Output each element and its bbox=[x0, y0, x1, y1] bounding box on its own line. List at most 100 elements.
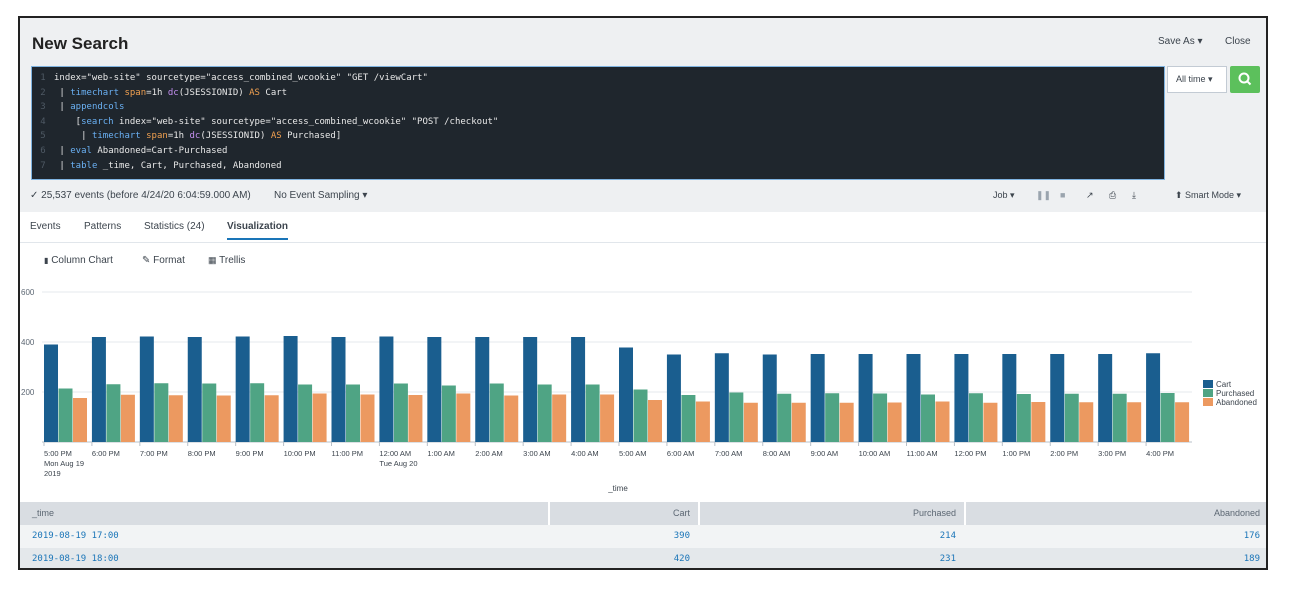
cell-abandoned[interactable]: 189 bbox=[1243, 554, 1260, 564]
bar-cart bbox=[235, 336, 250, 442]
x-tick-label: 1:00 PM bbox=[1002, 449, 1030, 458]
search-query-editor[interactable]: 1 index="web-site" sourcetype="access_com… bbox=[31, 66, 1165, 180]
tab-statistics[interactable]: Statistics (24) bbox=[144, 221, 205, 232]
bar-cart bbox=[714, 353, 729, 442]
query-token: dc bbox=[167, 87, 179, 98]
bar-abandoned bbox=[791, 402, 806, 442]
cell-cart[interactable]: 420 bbox=[673, 554, 690, 564]
cell-time[interactable]: 2019-08-19 18:00 bbox=[32, 554, 119, 564]
line-number: 1 bbox=[40, 73, 46, 83]
stop-icon[interactable]: ■ bbox=[1060, 190, 1066, 200]
query-token: dc bbox=[189, 131, 201, 142]
legend-swatch bbox=[1203, 389, 1213, 397]
bar-abandoned bbox=[983, 402, 998, 442]
bar-purchased bbox=[298, 384, 313, 442]
cell-purchased[interactable]: 231 bbox=[939, 554, 956, 564]
cell-time[interactable]: 2019-08-19 17:00 bbox=[32, 531, 119, 541]
x-tick-label: 1:00 AM bbox=[427, 449, 455, 458]
col-header-cart[interactable]: Cart bbox=[672, 508, 690, 518]
bar-purchased bbox=[729, 392, 744, 442]
y-tick-label: 200 bbox=[21, 388, 35, 397]
query-token: Cart bbox=[259, 87, 288, 98]
x-tick-sublabel: Tue Aug 20 bbox=[379, 459, 417, 468]
bar-cart bbox=[619, 347, 633, 442]
bar-cart bbox=[762, 354, 777, 442]
bar-cart bbox=[187, 337, 202, 442]
bar-abandoned bbox=[1175, 402, 1190, 442]
query-line[interactable]: 6 | eval Abandoned=Cart-Purchased bbox=[32, 144, 227, 158]
pause-icon[interactable]: ❚❚ bbox=[1036, 190, 1052, 200]
job-menu[interactable]: Job ▾ bbox=[993, 190, 1015, 200]
print-icon[interactable]: ⎙ bbox=[1109, 190, 1117, 200]
bar-purchased bbox=[489, 383, 504, 442]
export-icon[interactable]: ⤓ bbox=[1132, 190, 1136, 200]
bar-purchased bbox=[250, 383, 265, 442]
bar-cart bbox=[331, 337, 346, 442]
grid-icon: ▦ bbox=[208, 255, 217, 265]
query-token: | bbox=[54, 87, 71, 98]
cell-purchased[interactable]: 214 bbox=[939, 531, 956, 541]
event-sampling-dropdown[interactable]: No Event Sampling ▾ bbox=[274, 190, 368, 201]
x-tick-label: 6:00 PM bbox=[92, 449, 120, 458]
bar-chart-icon: ▮ bbox=[44, 256, 49, 265]
x-tick-label: 3:00 PM bbox=[1098, 449, 1126, 458]
bar-cart bbox=[523, 337, 538, 442]
bar-purchased bbox=[202, 383, 217, 442]
search-button[interactable] bbox=[1230, 66, 1260, 93]
legend-label: Cart bbox=[1216, 380, 1232, 389]
query-line[interactable]: 4 [search index="web-site" sourcetype="a… bbox=[32, 115, 498, 129]
bar-abandoned bbox=[408, 395, 423, 442]
close-button[interactable]: Close bbox=[1225, 36, 1251, 47]
bar-cart bbox=[283, 336, 298, 442]
query-token: AS bbox=[249, 87, 260, 98]
bar-purchased bbox=[968, 393, 983, 442]
tab-events[interactable]: Events bbox=[30, 221, 61, 232]
bar-purchased bbox=[393, 383, 408, 442]
bar-abandoned bbox=[312, 393, 327, 442]
save-as-button[interactable]: Save As ▾ bbox=[1158, 36, 1203, 47]
share-icon[interactable]: ↗ bbox=[1086, 190, 1094, 200]
column-chart-button[interactable]: ▮ Column Chart bbox=[44, 255, 113, 266]
bar-purchased bbox=[1112, 393, 1127, 442]
col-header-purchased[interactable]: Purchased bbox=[912, 508, 956, 518]
bar-purchased bbox=[1016, 394, 1031, 442]
col-header-time[interactable]: _time bbox=[32, 508, 55, 518]
line-number: 5 bbox=[40, 131, 46, 142]
query-line[interactable]: 2 | timechart span=1h dc(JSESSIONID) AS … bbox=[32, 86, 287, 100]
tab-visualization[interactable]: Visualization bbox=[227, 221, 288, 240]
x-tick-label: 9:00 AM bbox=[811, 449, 839, 458]
query-token: table bbox=[70, 160, 98, 171]
cell-abandoned[interactable]: 176 bbox=[1243, 531, 1260, 541]
query-token: | bbox=[54, 146, 71, 156]
query-line[interactable]: 3 | appendcols bbox=[32, 100, 124, 114]
bar-purchased bbox=[154, 383, 169, 442]
query-line[interactable]: 1 index="web-site" sourcetype="access_com… bbox=[32, 71, 428, 85]
bar-cart bbox=[1002, 354, 1017, 442]
query-line[interactable]: 7 | table _time, Cart, Purchased, Abando… bbox=[32, 159, 281, 173]
x-tick-label: 12:00 AM bbox=[379, 449, 411, 458]
trellis-button[interactable]: ▦ Trellis bbox=[208, 255, 245, 266]
query-line[interactable]: 5 | timechart span=1h dc(JSESSIONID) AS … bbox=[32, 129, 341, 143]
column-chart: 600 400 200 5:00 PM Mon Aug 19 2019 6:00 PM 7:0… bbox=[20, 280, 1266, 507]
query-token: (JSESSIONID) bbox=[200, 131, 271, 142]
x-tick-label: 10:00 AM bbox=[859, 449, 891, 458]
tab-patterns[interactable]: Patterns bbox=[84, 221, 122, 232]
page-title: New Search bbox=[32, 34, 129, 53]
query-token: =1h bbox=[146, 87, 168, 98]
col-header-abandoned[interactable]: Abandoned bbox=[1213, 508, 1260, 518]
time-range-picker[interactable]: All time ▾ bbox=[1167, 66, 1227, 93]
bar-purchased bbox=[346, 384, 360, 442]
search-mode-dropdown[interactable]: ⬆ Smart Mode ▾ bbox=[1175, 190, 1242, 200]
x-tick-label: 3:00 AM bbox=[523, 449, 551, 458]
cell-cart[interactable]: 390 bbox=[673, 531, 690, 541]
bar-abandoned bbox=[600, 394, 615, 442]
bar-abandoned bbox=[887, 402, 902, 442]
format-button[interactable]: ✎ Format bbox=[142, 255, 185, 266]
bar-purchased bbox=[585, 384, 600, 442]
bar-purchased bbox=[58, 388, 73, 442]
query-token: | bbox=[54, 131, 92, 142]
x-axis-label: _time bbox=[607, 484, 628, 493]
query-token: appendcols bbox=[70, 102, 125, 113]
x-tick-label: 4:00 PM bbox=[1146, 449, 1174, 458]
bar-abandoned bbox=[695, 401, 710, 442]
